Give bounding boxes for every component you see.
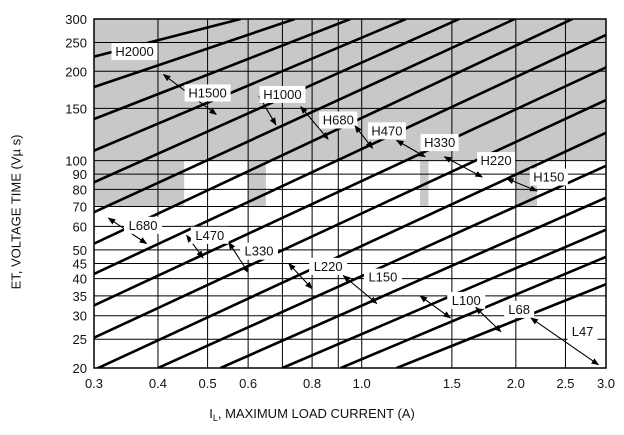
y-tick-label-50: 50: [73, 243, 87, 258]
x-tick-label-0_6: 0.6: [239, 376, 257, 391]
annotation-bg-l680: [124, 216, 163, 234]
series-line-h150: [94, 33, 606, 276]
x-tick-label-0_3: 0.3: [85, 376, 103, 391]
annotation-label-h150: H150: [533, 170, 564, 185]
annotation-label-l150: L150: [368, 270, 397, 285]
annotation-label-h330: H330: [424, 135, 455, 150]
x-tick-label-1_5: 1.5: [443, 376, 461, 391]
annotation-arrow-l150: [342, 274, 378, 304]
annotation-arrow-l47: [530, 317, 600, 366]
annotation-label-l68: L68: [508, 302, 530, 317]
annotation-arrow-l220: [288, 262, 313, 290]
y-tick-label-70: 70: [73, 200, 87, 215]
annotation-arrow-h680: [300, 106, 329, 140]
annotation-bg-l470: [190, 226, 229, 244]
x-tick-label-0_4: 0.4: [149, 376, 167, 391]
annotation-bg-h1000: [259, 85, 306, 103]
y-tick-label-25: 25: [73, 332, 87, 347]
annotation-label-h1500: H1500: [188, 85, 226, 100]
series-line-l470: [94, 98, 606, 339]
annotation-label-l470: L470: [195, 228, 224, 243]
y-tick-label-60: 60: [73, 219, 87, 234]
annotation-bg-l150: [363, 268, 402, 286]
series-line-l150: [220, 196, 606, 368]
annotation-label-h2000: H2000: [115, 44, 153, 59]
y-tick-label-100: 100: [65, 154, 87, 169]
series-line-l100: [281, 228, 606, 368]
y-tick-label-150: 150: [65, 101, 87, 116]
annotation-bg-l47: [567, 323, 598, 341]
plot-border: [93, 18, 607, 369]
series-line-h1500: [94, 19, 296, 89]
annotation-arrow-l330: [228, 241, 249, 274]
annotation-arrow-h150: [506, 178, 538, 192]
y-tick-label-90: 90: [73, 167, 87, 182]
annotation-bg-l100: [447, 291, 486, 309]
y-tick-label-300: 300: [65, 12, 87, 27]
annotation-arrow-l470: [186, 234, 204, 259]
x-tick-label-0_5: 0.5: [199, 376, 217, 391]
series-line-l680: [94, 66, 606, 307]
annotation-bg-l330: [239, 242, 278, 260]
annotation-bg-l220: [309, 257, 348, 275]
series-line-l68: [340, 255, 606, 368]
annotation-bg-h220: [477, 152, 516, 170]
annotation-bg-l68: [504, 300, 535, 318]
y-tick-label-250: 250: [65, 35, 87, 50]
y-tick-label-30: 30: [73, 309, 87, 324]
annotation-label-l47: L47: [572, 324, 594, 339]
annotation-bg-h330: [420, 134, 459, 152]
annotation-label-l330: L330: [245, 244, 274, 259]
x-tick-label-1: 1.0: [353, 376, 371, 391]
annotation-arrow-l100: [419, 295, 452, 319]
annotation-label-h1000: H1000: [263, 87, 301, 102]
annotation-label-l220: L220: [314, 259, 343, 274]
annotation-bg-h1500: [184, 84, 231, 102]
annotation-bg-h150: [529, 168, 568, 186]
y-tick-label-20: 20: [73, 361, 87, 376]
y-tick-label-80: 80: [73, 182, 87, 197]
y-tick-label-40: 40: [73, 272, 87, 287]
series-line-h220: [94, 19, 574, 245]
x-axis-label-subscript: L: [212, 413, 218, 423]
series-line-l330: [95, 131, 606, 368]
series-line-l220: [157, 164, 606, 368]
x-tick-label-0_8: 0.8: [303, 376, 321, 391]
y-tick-label-45: 45: [73, 256, 87, 271]
x-axis-label: IL, MAXIMUM LOAD CURRENT (A): [0, 406, 624, 423]
series-line-h1000: [94, 19, 351, 121]
x-axis-label-prefix: I: [209, 406, 213, 421]
annotation-arrow-h330: [395, 139, 426, 158]
annotation-label-l100: L100: [452, 293, 481, 308]
annotation-label-h680: H680: [323, 113, 354, 128]
x-tick-label-2: 2.0: [507, 376, 525, 391]
x-axis-label-rest: , MAXIMUM LOAD CURRENT (A): [217, 406, 415, 421]
annotation-bg-h2000: [111, 43, 158, 61]
annotation-bg-h470: [367, 122, 406, 140]
y-axis-label: ET, VOLTAGE TIME (Vµ s): [8, 134, 24, 290]
y-tick-label-200: 200: [65, 64, 87, 79]
y-tick-label-35: 35: [73, 289, 87, 304]
x-tick-label-2_5: 2.5: [556, 376, 574, 391]
annotation-label-h470: H470: [371, 123, 402, 138]
annotation-arrow-h220: [443, 156, 483, 178]
series-line-h680: [94, 19, 407, 152]
shaded-region-1: [94, 160, 185, 207]
annotation-arrow-h470: [354, 125, 374, 149]
annotation-bg-h680: [319, 111, 358, 129]
x-tick-label-3: 3.0: [597, 376, 615, 391]
annotation-label-l680: L680: [129, 218, 158, 233]
annotation-arrow-l68: [475, 306, 502, 333]
annotation-label-h220: H220: [481, 153, 512, 168]
